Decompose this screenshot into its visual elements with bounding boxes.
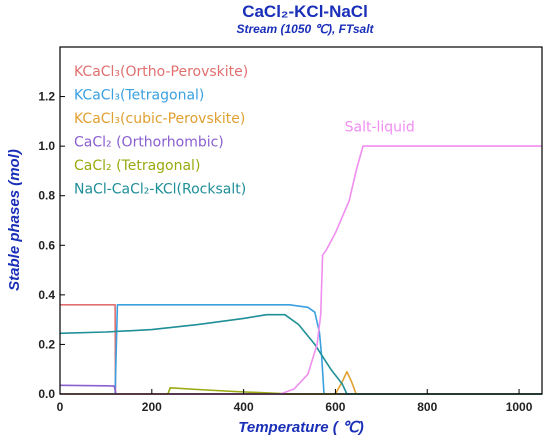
x-tick-label: 400 [234,400,254,414]
annotation-label: Salt-liquid [345,119,415,135]
legend-entry: KCaCl₃(Ortho-Perovskite) [74,64,248,80]
series-line-6 [59,313,542,395]
legend-entry: NaCl-CaCl₂-KCl(Rocksalt) [74,182,246,198]
x-tick-label: 200 [142,400,162,414]
y-tick-label: 1.2 [38,90,55,104]
series-line-5 [60,387,542,395]
x-tick-label: 800 [417,400,437,414]
legend-entry: CaCl₂ (Tetragonal) [74,158,200,174]
legend-entry: CaCl₂ (Orthorhombic) [74,135,224,151]
y-tick-label: 0.8 [38,189,55,203]
x-tick-label: 600 [325,400,345,414]
y-tick-label: 0.0 [38,387,55,401]
chart-title: CaCl₂-KCl-NaCl [242,2,368,21]
y-tick-label: 0.2 [38,337,55,351]
x-axis-label: Temperature ( ℃) [238,419,363,436]
series-line-4 [59,384,542,395]
plot-frame [59,46,543,395]
y-tick-label: 0.6 [38,238,55,252]
y-tick-label: 1.0 [38,139,55,153]
chart-subtitle: Stream (1050 ℃), FTsalt [236,22,374,36]
series-line-7 [60,145,542,395]
legend-entry: KCaCl₃(cubic-Perovskite) [74,111,245,127]
y-axis-label: Stable phases (mol) [6,149,23,291]
x-tick-label: 1000 [506,400,533,414]
x-tick-label: 0 [57,400,64,414]
series-line-3 [60,370,542,395]
series-line-2 [60,304,542,395]
y-tick-label: 0.4 [38,288,55,302]
legend-entry: KCaCl₃(Tetragonal) [74,88,204,104]
